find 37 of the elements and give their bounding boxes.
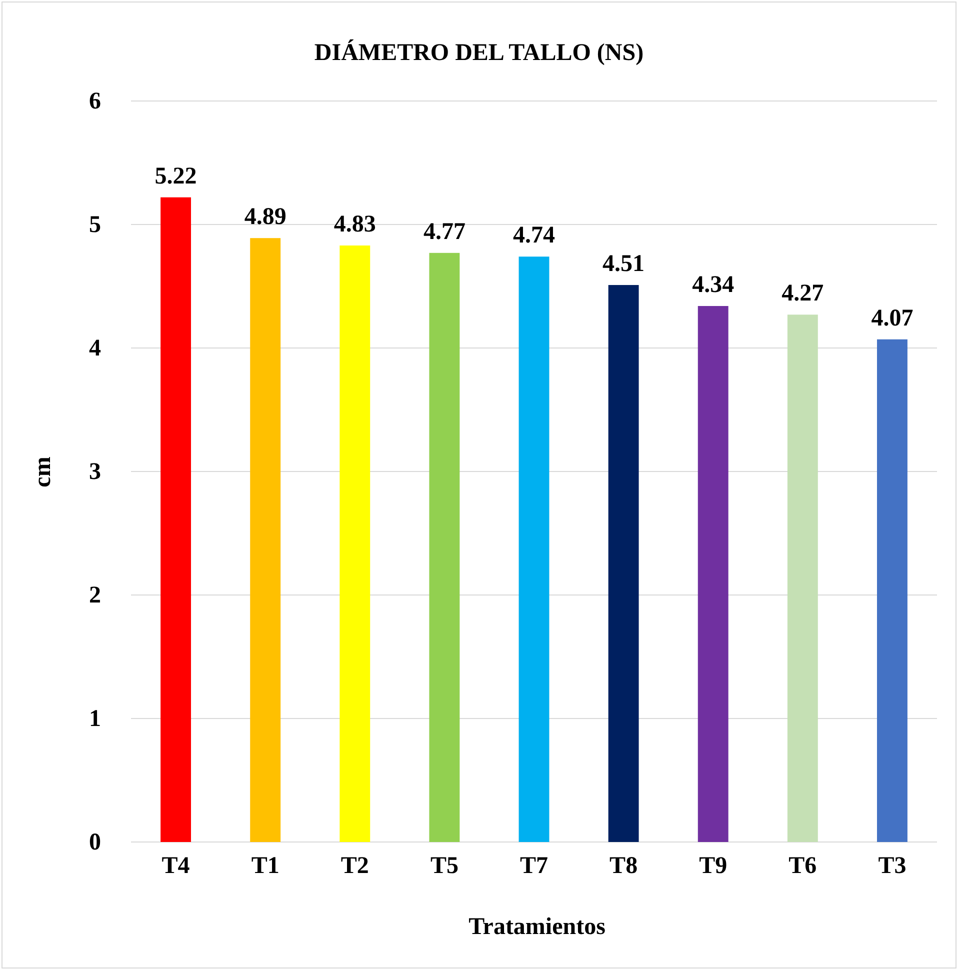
y-tick-label: 1 <box>89 706 101 732</box>
y-tick-label: 3 <box>89 459 101 486</box>
data-label: 4.34 <box>692 272 734 298</box>
data-label: 4.07 <box>871 305 914 332</box>
bar <box>340 245 370 842</box>
x-tick-label: T5 <box>430 853 458 880</box>
x-tick-label: T7 <box>520 853 548 880</box>
bar <box>608 285 639 842</box>
bar <box>698 306 728 842</box>
y-tick-label: 0 <box>89 830 101 856</box>
x-axis-title: Tratamientos <box>468 914 606 940</box>
x-tick-label: T9 <box>699 853 728 880</box>
bar <box>160 197 191 842</box>
data-label: 4.51 <box>602 251 645 278</box>
data-label: 4.74 <box>513 222 555 249</box>
bar <box>250 238 281 842</box>
data-label: 4.27 <box>782 280 824 307</box>
y-tick-label: 2 <box>89 582 101 609</box>
x-tick-label: T6 <box>788 853 817 880</box>
bar <box>787 314 818 842</box>
y-tick-label: 6 <box>89 88 101 115</box>
x-tick-label: T4 <box>162 853 190 880</box>
y-axis-title: cm <box>30 456 56 488</box>
x-tick-label: T3 <box>878 853 906 880</box>
bar <box>877 339 908 842</box>
y-tick-label: 4 <box>89 336 101 362</box>
data-label: 4.77 <box>423 218 466 245</box>
data-label: 4.83 <box>334 211 376 238</box>
data-label: 5.22 <box>154 163 197 190</box>
bar <box>518 256 550 842</box>
bar <box>429 252 460 842</box>
x-tick-label: T1 <box>251 853 280 880</box>
x-tick-label: T2 <box>340 853 369 880</box>
chart-title: DIÁMETRO DEL TALLO (NS) <box>314 39 644 66</box>
data-label: 4.89 <box>244 204 286 230</box>
x-tick-label: T8 <box>610 853 638 880</box>
y-tick-label: 5 <box>89 212 101 238</box>
